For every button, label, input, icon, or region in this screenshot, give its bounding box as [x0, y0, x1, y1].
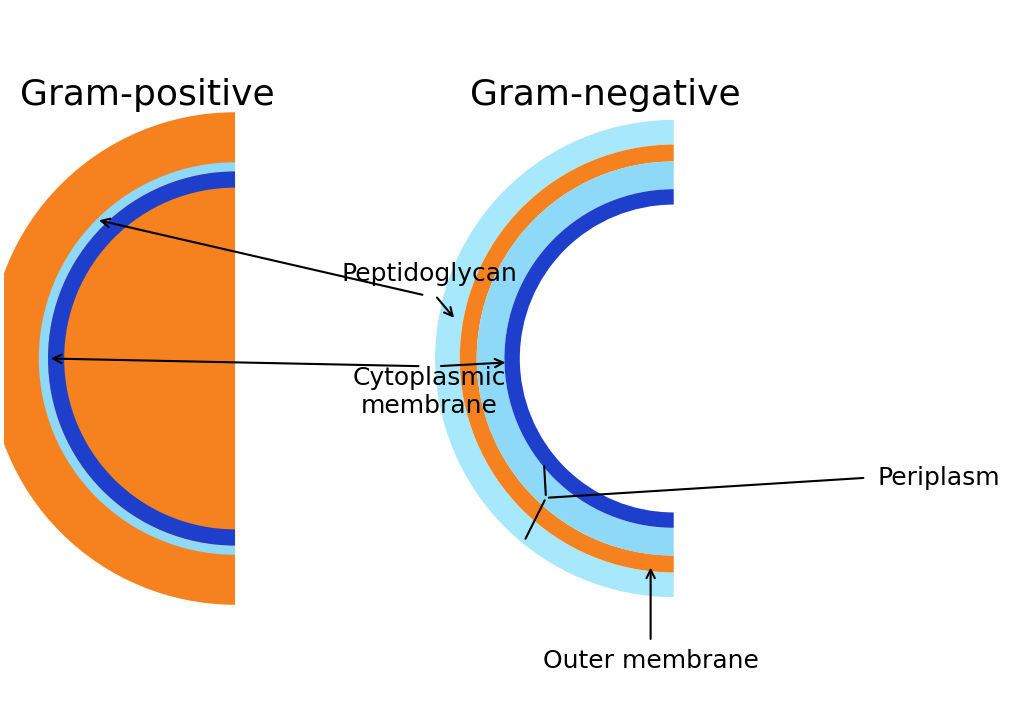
Text: Cytoplasmic
membrane: Cytoplasmic membrane: [352, 366, 506, 418]
Text: Gram-negative: Gram-negative: [469, 77, 740, 112]
Wedge shape: [48, 171, 235, 546]
Wedge shape: [503, 189, 673, 528]
Text: Outer membrane: Outer membrane: [542, 650, 758, 673]
Wedge shape: [435, 120, 673, 597]
Wedge shape: [0, 113, 235, 604]
Text: Gram-positive: Gram-positive: [19, 77, 274, 112]
Wedge shape: [38, 162, 235, 555]
Wedge shape: [459, 145, 673, 572]
Text: Periplasm: Periplasm: [877, 466, 999, 490]
Wedge shape: [476, 161, 673, 556]
Text: Peptidoglycan: Peptidoglycan: [341, 262, 517, 286]
